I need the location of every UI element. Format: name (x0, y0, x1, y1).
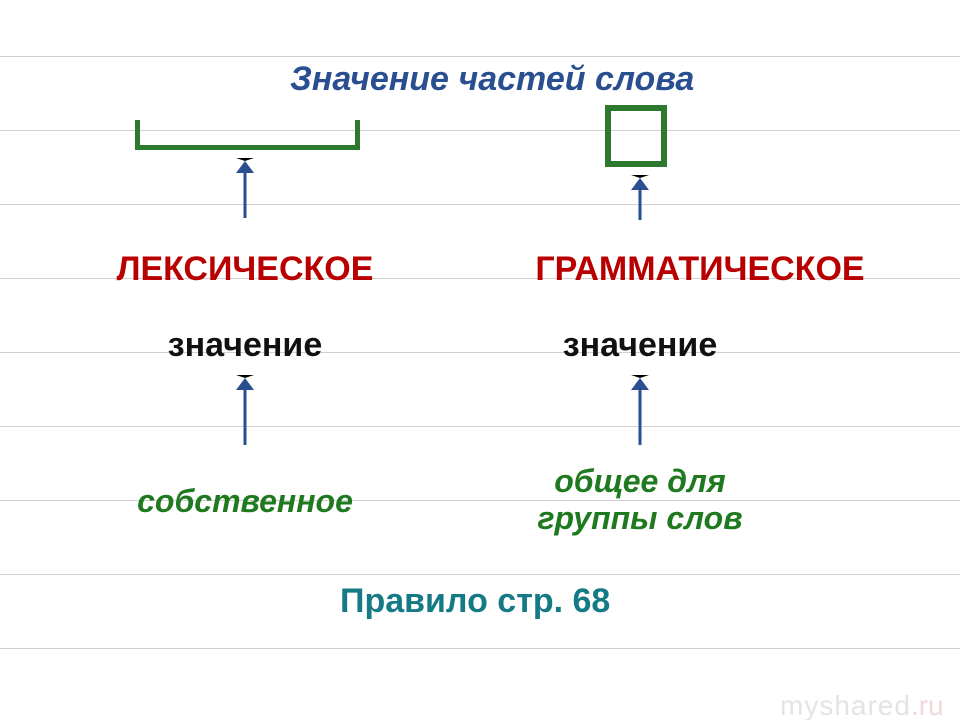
root-bracket-symbol (135, 120, 360, 150)
watermark-suffix: .ru (911, 690, 944, 720)
meaning-left: значение (168, 326, 323, 365)
desc-right: общее для группы слов (537, 463, 742, 537)
footer-rule: Правило стр. 68 (340, 582, 610, 621)
lexical-label: ЛЕКСИЧЕСКОЕ (117, 250, 374, 289)
watermark-main: myshared (780, 690, 911, 720)
ending-square-symbol (605, 105, 667, 167)
meaning-right: значение (563, 326, 718, 365)
title: Значение частей слова (290, 60, 694, 99)
watermark: myshared.ru (780, 690, 944, 720)
desc-right-line1: общее для (554, 463, 726, 499)
desc-right-line2: группы слов (537, 500, 742, 536)
desc-left: собственное (137, 483, 353, 520)
grammatical-label: ГРАММАТИЧЕСКОЕ (535, 250, 864, 289)
